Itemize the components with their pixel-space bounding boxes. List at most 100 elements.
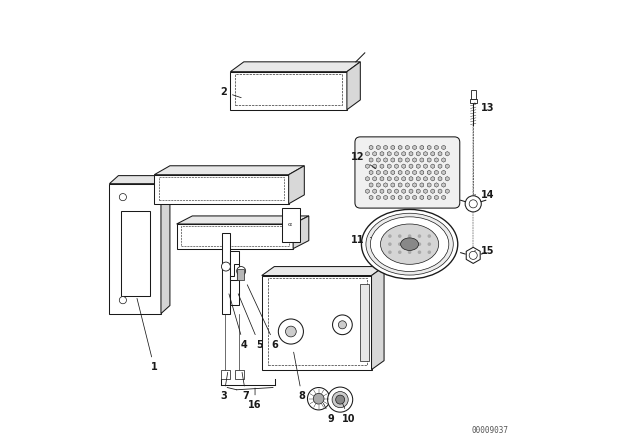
Bar <box>230 251 239 305</box>
Polygon shape <box>420 183 424 187</box>
FancyBboxPatch shape <box>355 137 460 208</box>
Polygon shape <box>383 145 387 150</box>
Polygon shape <box>402 189 406 194</box>
Circle shape <box>278 319 303 344</box>
Text: 6: 6 <box>247 285 278 350</box>
Polygon shape <box>409 177 413 181</box>
Polygon shape <box>420 195 424 200</box>
Text: 13: 13 <box>475 103 495 112</box>
Circle shape <box>388 250 392 254</box>
Text: 7: 7 <box>242 372 250 401</box>
Circle shape <box>333 315 352 335</box>
Polygon shape <box>391 158 395 162</box>
Polygon shape <box>424 189 428 194</box>
Polygon shape <box>398 145 402 150</box>
Polygon shape <box>161 176 170 314</box>
Polygon shape <box>383 170 387 175</box>
Polygon shape <box>435 183 438 187</box>
Polygon shape <box>431 189 435 194</box>
Polygon shape <box>380 177 384 181</box>
Polygon shape <box>365 164 369 168</box>
Polygon shape <box>442 158 445 162</box>
Circle shape <box>221 262 230 271</box>
Polygon shape <box>398 183 402 187</box>
Polygon shape <box>435 195 438 200</box>
Polygon shape <box>431 164 435 168</box>
Ellipse shape <box>362 210 458 279</box>
Bar <box>154 175 289 204</box>
Polygon shape <box>413 158 417 162</box>
Circle shape <box>408 242 412 246</box>
Polygon shape <box>376 145 380 150</box>
Polygon shape <box>369 145 373 150</box>
Polygon shape <box>428 195 431 200</box>
Bar <box>159 177 284 200</box>
Bar <box>222 233 230 314</box>
Circle shape <box>469 200 477 208</box>
Bar <box>235 370 244 379</box>
Polygon shape <box>438 164 442 168</box>
Polygon shape <box>417 177 420 181</box>
Polygon shape <box>420 158 424 162</box>
Circle shape <box>119 194 127 201</box>
Ellipse shape <box>380 224 439 264</box>
Text: 5: 5 <box>238 294 263 350</box>
Polygon shape <box>424 177 428 181</box>
Polygon shape <box>391 145 395 150</box>
Circle shape <box>398 234 401 238</box>
Polygon shape <box>435 158 438 162</box>
Polygon shape <box>391 183 395 187</box>
Bar <box>230 72 347 110</box>
Text: 12: 12 <box>351 152 376 169</box>
Circle shape <box>119 297 127 304</box>
Polygon shape <box>424 151 428 156</box>
Text: 10: 10 <box>342 404 356 424</box>
Polygon shape <box>398 195 402 200</box>
Polygon shape <box>445 189 449 194</box>
Polygon shape <box>369 170 373 175</box>
Bar <box>177 224 293 249</box>
Polygon shape <box>420 170 424 175</box>
Text: 9: 9 <box>323 404 335 424</box>
Polygon shape <box>371 267 384 370</box>
Text: 2: 2 <box>220 87 241 98</box>
Polygon shape <box>372 177 376 181</box>
Polygon shape <box>394 164 398 168</box>
Polygon shape <box>394 151 398 156</box>
Text: 3: 3 <box>220 372 228 401</box>
Polygon shape <box>442 170 445 175</box>
Polygon shape <box>387 164 391 168</box>
Circle shape <box>428 250 431 254</box>
Polygon shape <box>431 151 435 156</box>
Polygon shape <box>409 189 413 194</box>
Polygon shape <box>391 195 395 200</box>
Polygon shape <box>438 189 442 194</box>
Polygon shape <box>428 145 431 150</box>
Polygon shape <box>372 151 376 156</box>
Circle shape <box>339 321 346 329</box>
Polygon shape <box>445 177 449 181</box>
Ellipse shape <box>401 238 419 250</box>
Polygon shape <box>413 170 417 175</box>
Polygon shape <box>376 170 380 175</box>
Polygon shape <box>391 170 395 175</box>
Circle shape <box>418 234 421 238</box>
Bar <box>235 74 342 105</box>
Circle shape <box>398 250 401 254</box>
Text: 00009037: 00009037 <box>472 426 509 435</box>
Polygon shape <box>369 195 373 200</box>
Polygon shape <box>394 177 398 181</box>
Polygon shape <box>405 170 410 175</box>
Circle shape <box>237 267 246 276</box>
Polygon shape <box>417 189 420 194</box>
Circle shape <box>314 393 324 404</box>
Polygon shape <box>435 145 438 150</box>
Bar <box>470 90 476 99</box>
Circle shape <box>307 388 330 410</box>
Polygon shape <box>428 158 431 162</box>
Polygon shape <box>428 183 431 187</box>
Ellipse shape <box>371 217 449 271</box>
Polygon shape <box>431 177 435 181</box>
Text: 15: 15 <box>475 246 495 256</box>
Polygon shape <box>413 145 417 150</box>
